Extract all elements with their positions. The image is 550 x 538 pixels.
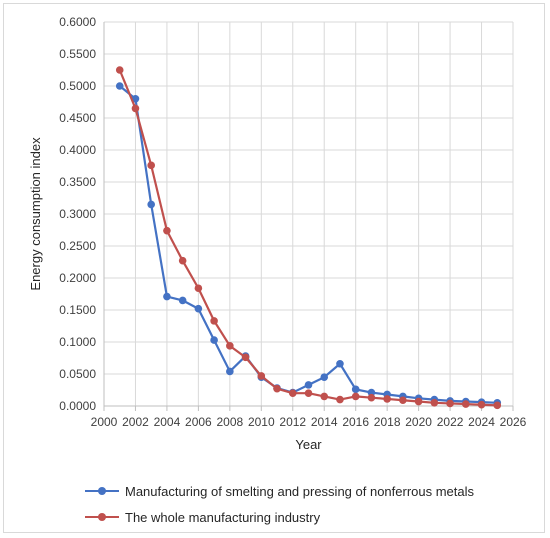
x-tick-label: 2020: [405, 415, 432, 429]
data-point: [430, 399, 439, 407]
legend-item-nonferrous: Manufacturing of smelting and pressing o…: [85, 478, 474, 504]
series-1: [115, 66, 502, 410]
data-point: [399, 396, 407, 405]
data-point: [320, 392, 329, 401]
data-point: [304, 389, 313, 398]
gridlines: [104, 21, 514, 406]
data-point: [351, 392, 360, 401]
x-tick-label: 2004: [154, 415, 181, 429]
x-tick-label: 2024: [468, 415, 495, 429]
data-point: [147, 200, 155, 209]
data-point: [336, 359, 344, 368]
data-point: [210, 317, 218, 325]
data-point: [115, 66, 124, 74]
axes: [103, 22, 514, 411]
legend-item-whole-industry: The whole manufacturing industry: [85, 504, 474, 530]
data-point: [383, 395, 391, 403]
x-tick-label: 2016: [342, 415, 369, 429]
data-point: [493, 401, 502, 410]
y-tick-label: 0.4500: [59, 111, 96, 125]
data-point: [226, 342, 234, 350]
series-line: [118, 69, 498, 407]
data-point: [163, 292, 171, 301]
y-tick-label: 0.5500: [59, 47, 96, 61]
legend-swatch-nonferrous: [85, 485, 119, 497]
data-point: [131, 104, 140, 113]
x-tick-label: 2000: [91, 415, 118, 429]
x-axis-title: Year: [295, 437, 322, 452]
x-tick-label: 2022: [437, 415, 464, 429]
x-tick-label: 2008: [216, 415, 243, 429]
x-tick-label: 2026: [500, 415, 527, 429]
y-tick-label: 0.3500: [59, 175, 96, 189]
series-line: [119, 85, 498, 404]
legend-label-nonferrous: Manufacturing of smelting and pressing o…: [125, 483, 475, 499]
legend: Manufacturing of smelting and pressing o…: [85, 478, 474, 530]
data-point: [178, 256, 187, 265]
data-point: [241, 353, 250, 362]
y-tick-label: 0.5000: [59, 79, 96, 93]
data-point: [178, 296, 187, 305]
data-point: [115, 82, 124, 90]
data-point: [446, 399, 454, 408]
x-tick-label: 2018: [374, 415, 401, 429]
data-point: [194, 284, 203, 293]
data-point: [257, 372, 266, 380]
x-tick-labels: 2000 2002 2004 2006 2008 2010 2012 2014 2016 2018…: [91, 415, 527, 429]
y-tick-label: 0.2500: [59, 239, 96, 253]
data-point: [367, 393, 376, 402]
data-point: [147, 161, 155, 170]
data-point: [462, 400, 470, 408]
data-point: [163, 226, 171, 235]
y-tick-label: 0.1500: [59, 303, 96, 317]
data-point: [194, 304, 203, 313]
data-point: [131, 95, 140, 103]
legend-swatch-whole-industry: [85, 511, 119, 523]
data-point: [320, 373, 329, 382]
x-tick-label: 2006: [185, 415, 212, 429]
chart-frame: [3, 3, 545, 533]
data-point: [273, 384, 281, 393]
data-point: [477, 400, 486, 409]
x-tick-label: 2012: [279, 415, 306, 429]
y-tick-label: 0.0500: [59, 367, 96, 381]
y-tick-label: 0.4000: [59, 143, 96, 157]
data-point: [351, 385, 360, 394]
y-tick-label: 0.3000: [59, 207, 96, 221]
series-group: [115, 66, 502, 410]
x-tick-label: 2010: [248, 415, 275, 429]
y-tick-label: 0.6000: [59, 15, 96, 29]
data-point: [210, 336, 218, 344]
y-tick-label: 0.0000: [59, 399, 96, 413]
x-tick-label: 2002: [122, 415, 149, 429]
data-point: [304, 381, 313, 389]
data-point: [414, 397, 423, 406]
y-tick-labels: 0.0000 0.0500 0.1000 0.1500 0.2000 0.2500 0.30…: [59, 15, 96, 413]
y-tick-label: 0.2000: [59, 271, 96, 285]
data-point: [336, 395, 344, 404]
data-point: [226, 367, 234, 376]
y-axis-title: Energy consumption index: [28, 137, 43, 291]
y-tick-label: 0.1000: [59, 335, 96, 349]
data-point: [288, 389, 297, 398]
legend-label-whole-industry: The whole manufacturing industry: [125, 509, 321, 525]
x-tick-label: 2014: [311, 415, 338, 429]
